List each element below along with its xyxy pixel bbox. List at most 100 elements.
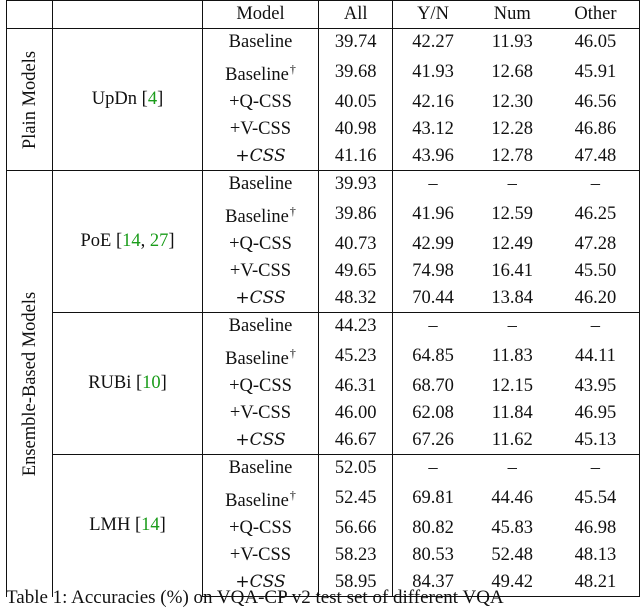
table-caption: Table 1: Accuracies (%) on VQA-CP v2 tes… [6, 587, 504, 608]
arch-name-cell: RUBi [10] [52, 312, 203, 455]
model-name-cell: +Q-CSS [202, 373, 320, 400]
citation-link[interactable]: 10 [142, 373, 161, 393]
model-name: +Q-CSS [229, 376, 292, 396]
citation-link[interactable]: 14 [141, 515, 160, 536]
score-yn: 80.53 [412, 545, 454, 565]
citation-link[interactable]: 14 [122, 231, 141, 251]
arch-name-cell: PoE [14, 27] [52, 170, 203, 313]
score-yn: 42.99 [412, 234, 454, 254]
model-name-cell: Baseline† [202, 482, 320, 515]
score-all: 40.05 [318, 89, 394, 116]
results-table: Model All Y/N Num Other Plain Models UpDn… [5, 0, 640, 597]
score-yn: 67.26 [412, 430, 454, 450]
model-name: Baseline [225, 491, 289, 511]
model-name-cell: +V-CSS [202, 258, 320, 285]
score-yn: 41.96 [412, 204, 454, 224]
score-num: 12.49 [491, 234, 534, 254]
model-name-cell: Baseline [202, 454, 320, 482]
model-name: Baseline [228, 458, 293, 478]
table-row: Baseline† 39.86 41.96 12.59 46.25 [7, 198, 640, 231]
score-other: 47.28 [551, 231, 640, 258]
score-yn: 80.82 [412, 518, 454, 538]
model-name-cell: +CSS [202, 427, 320, 455]
model-name: +CSS [235, 146, 286, 166]
score-all: 39.93 [318, 170, 394, 198]
score-yn: 69.81 [412, 488, 454, 508]
table-row: +V-CSS 46.00 62.08 11.84 46.95 [7, 400, 640, 427]
model-name: +V-CSS [229, 261, 292, 281]
header-group-cell [5, 0, 54, 29]
header-other: Other [551, 0, 640, 29]
header-row: Model All Y/N Num Other [5, 0, 640, 29]
score-all: 52.05 [318, 454, 394, 482]
score-yn: 42.16 [412, 92, 454, 112]
citation-link[interactable]: 27 [149, 231, 169, 251]
model-name: +Q-CSS [229, 234, 292, 254]
score-yn: 74.98 [412, 261, 454, 281]
citation-link[interactable]: 4 [147, 89, 158, 109]
model-name: Baseline [225, 349, 289, 369]
model-name-cell: Baseline† [202, 198, 320, 231]
score-num: 11.83 [491, 346, 533, 366]
score-num: 12.28 [491, 119, 534, 139]
score-yn: 42.27 [392, 28, 473, 56]
score-other: 45.13 [551, 427, 640, 455]
model-name-cell: Baseline [202, 28, 320, 56]
table-body: Plain Models UpDn [4] Baseline 39.74 42.27 11… [5, 28, 640, 597]
score-all: 40.73 [318, 231, 394, 258]
table-row: LMH [14] Baseline 52.05– – – [7, 454, 640, 597]
arch-name: RUBi [88, 373, 132, 393]
score-yn: 64.85 [412, 346, 454, 366]
score-all: 56.66 [318, 515, 394, 542]
model-name-cell: +CSS [202, 143, 320, 171]
score-all: 48.32 [318, 285, 394, 313]
model-name-cell: Baseline [202, 170, 320, 198]
score-other: 48.13 [551, 542, 640, 569]
model-name-cell: Baseline† [202, 340, 320, 373]
score-other: – [551, 454, 640, 482]
header-all: All [318, 0, 394, 29]
score-yn: 84.37 [392, 569, 473, 597]
table-row: +Q-CSS 56.66 80.82 45.83 46.98 [7, 515, 640, 542]
model-name: +V-CSS [229, 545, 292, 565]
score-num: 11.62 [491, 430, 533, 450]
table-row: Baseline† 39.68 41.93 12.68 45.91 [7, 56, 640, 89]
model-name-cell: Baseline [202, 312, 320, 340]
score-all: 40.98 [318, 116, 394, 143]
score-yn: 68.70 [412, 376, 454, 396]
model-name-cell: +Q-CSS [202, 515, 320, 542]
score-num: 45.83 [491, 518, 534, 538]
model-name-cell: +Q-CSS [202, 231, 320, 258]
table-row: +CSS 41.16 43.96 12.78 47.48 [7, 143, 640, 171]
score-num: 12.30 [491, 92, 534, 112]
model-name: Baseline [228, 32, 293, 52]
score-num: 16.41 [491, 261, 534, 281]
score-yn: – [392, 312, 473, 340]
score-num: – [472, 454, 552, 482]
table-row: +V-CSS 49.65 74.98 16.41 45.50 [7, 258, 640, 285]
arch-name: LMH [89, 515, 131, 536]
score-all: 45.23 [318, 340, 394, 373]
table-row: +Q-CSS 40.73 42.99 12.49 47.28 [7, 231, 640, 258]
arch-name: UpDn [91, 89, 138, 109]
score-yn: 41.93 [412, 62, 454, 82]
score-all: 44.23 [318, 312, 394, 340]
header-yn: Y/N [392, 0, 473, 29]
model-name: +Q-CSS [229, 92, 292, 112]
table-row: +V-CSS 58.23 80.53 52.48 48.13 [7, 542, 640, 569]
score-num: 12.78 [491, 146, 534, 166]
score-yn: 43.12 [412, 119, 454, 139]
score-yn: – [392, 454, 473, 482]
header-arch-cell [52, 0, 203, 29]
header-model: Model [202, 0, 320, 29]
score-num: 13.84 [491, 288, 534, 308]
score-other: 46.20 [551, 285, 640, 313]
dagger-mark: † [289, 346, 296, 360]
table-row: RUBi [10] Baseline 44.23– – – [7, 312, 640, 455]
score-all: 39.74 [318, 28, 394, 56]
score-other: 44.11 [551, 340, 640, 373]
score-all: 39.86 [318, 198, 394, 231]
score-all: 46.00 [318, 400, 394, 427]
score-other: 48.21 [551, 569, 640, 597]
table-row: +CSS 58.95 84.37 49.42 48.21 [7, 569, 640, 597]
